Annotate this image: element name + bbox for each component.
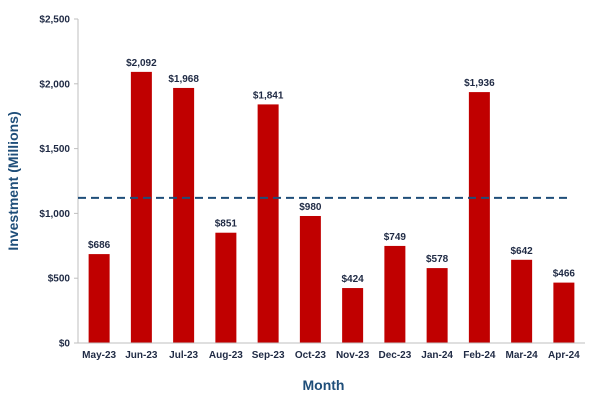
x-tick-label: Dec-23 <box>378 350 411 361</box>
bar <box>173 87 195 343</box>
x-tick-label: Nov-23 <box>336 350 370 361</box>
x-tick-label: Jan-24 <box>421 350 453 361</box>
bar <box>257 104 279 343</box>
x-tick-label: Oct-23 <box>295 350 327 361</box>
bar <box>426 268 448 343</box>
y-axis-title: Investment (Millions) <box>5 111 21 250</box>
bar <box>342 288 364 343</box>
x-tick-label: Jun-23 <box>125 350 158 361</box>
data-label: $466 <box>553 269 576 280</box>
x-tick-label: Jul-23 <box>169 350 198 361</box>
data-labels: $686 $2,092 $1,968 $851 $1,841 $980 $424 $749 $5… <box>88 58 575 285</box>
y-tick-label: $1,000 <box>39 209 70 220</box>
bar <box>384 245 406 343</box>
data-label: $980 <box>299 202 322 213</box>
y-axis-ticks: $0 $500 $1,000 $1,500 $2,000 $2,500 <box>39 15 78 350</box>
x-axis-ticks: May-23 Jun-23 Jul-23 Aug-23 Sep-23 Oct-23 Nov-… <box>82 350 580 361</box>
x-tick-label: Feb-24 <box>463 350 496 361</box>
y-tick-label: $2,500 <box>39 15 70 26</box>
y-tick-label: $0 <box>59 339 71 350</box>
data-label: $749 <box>384 232 407 243</box>
data-label: $642 <box>511 246 534 257</box>
bar <box>553 282 575 343</box>
x-tick-label: Mar-24 <box>506 350 539 361</box>
x-axis-title: Month <box>303 377 345 393</box>
bar <box>130 71 152 343</box>
data-label: $578 <box>426 254 449 265</box>
data-label: $1,968 <box>168 74 199 85</box>
data-label: $2,092 <box>126 58 157 69</box>
data-label: $424 <box>342 274 365 285</box>
x-tick-label: Sep-23 <box>252 350 285 361</box>
x-tick-label: Aug-23 <box>209 350 243 361</box>
data-label: $686 <box>88 240 111 251</box>
y-tick-label: $1,500 <box>39 144 70 155</box>
data-label: $1,936 <box>464 78 495 89</box>
data-label: $1,841 <box>253 90 284 101</box>
y-tick-label: $2,000 <box>39 79 70 90</box>
x-tick-label: May-23 <box>82 350 116 361</box>
y-tick-label: $500 <box>48 274 71 285</box>
bar <box>215 232 237 343</box>
data-label: $851 <box>215 219 238 230</box>
bar <box>511 259 533 343</box>
bars <box>88 71 575 344</box>
x-tick-label: Apr-24 <box>548 350 580 361</box>
bar <box>88 254 110 343</box>
bar <box>299 215 321 343</box>
bar <box>468 92 490 344</box>
